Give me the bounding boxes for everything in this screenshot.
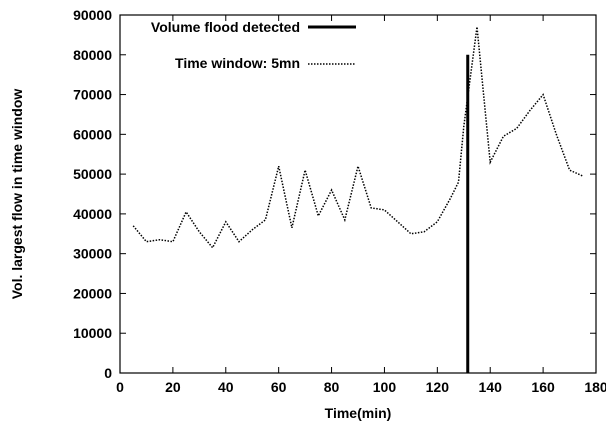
x-tick-label: 60: [271, 379, 287, 395]
legend-label-volume-flood: Volume flood detected: [151, 19, 300, 35]
y-tick-label: 80000: [73, 47, 112, 63]
y-tick-label: 50000: [73, 166, 112, 182]
series-line-time-window: [132, 26, 584, 250]
y-tick-label: 0: [104, 365, 112, 381]
x-tick-label: 160: [531, 379, 555, 395]
y-axis-title: Vol. largest flow in time window: [9, 89, 25, 300]
x-tick-label: 100: [373, 379, 397, 395]
x-tick-label: 80: [324, 379, 340, 395]
y-tick-label: 70000: [73, 87, 112, 103]
legend: Volume flood detected Time window: 5mn: [151, 19, 356, 71]
x-axis-title: Time(min): [325, 405, 392, 421]
chart-series: [132, 26, 584, 373]
x-tick-label: 20: [165, 379, 181, 395]
y-tick-label: 90000: [73, 7, 112, 23]
x-tick-label: 180: [584, 379, 606, 395]
x-tick-label: 140: [479, 379, 503, 395]
y-tick-label: 20000: [73, 285, 112, 301]
axis-ticks: 0 20 40 60 80 100 120 140 160 180 0 10000 20000 30000…: [73, 7, 606, 395]
plot-frame: [119, 14, 597, 374]
x-tick-label: 0: [116, 379, 124, 395]
y-tick-label: 30000: [73, 246, 112, 262]
y-tick-label: 60000: [73, 126, 112, 142]
x-tick-label: 120: [426, 379, 450, 395]
y-tick-label: 10000: [73, 325, 112, 341]
x-tick-label: 40: [218, 379, 234, 395]
legend-label-time-window: Time window: 5mn: [175, 55, 300, 71]
y-tick-label: 40000: [73, 206, 112, 222]
